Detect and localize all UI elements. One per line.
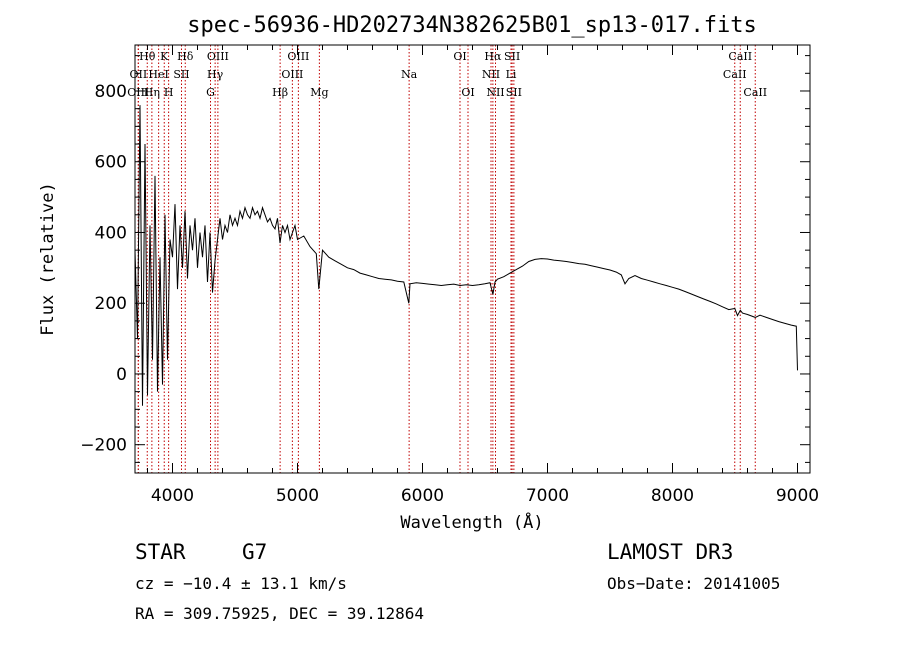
x-tick-label: 5000 bbox=[276, 486, 319, 506]
line-marker-label: OI bbox=[453, 50, 466, 63]
y-tick-label: 600 bbox=[95, 153, 127, 173]
line-marker-label: OIII bbox=[127, 86, 149, 99]
line-marker-label: SII bbox=[506, 86, 522, 99]
line-marker-label: Hα bbox=[484, 50, 502, 63]
line-marker-label: OIII bbox=[281, 68, 303, 81]
y-tick-label: −200 bbox=[80, 436, 127, 456]
survey-name: LAMOST DR3 bbox=[607, 540, 733, 564]
line-marker-label: HeI bbox=[148, 68, 168, 81]
spectral-line-markers bbox=[137, 45, 756, 473]
line-marker-label: CaII bbox=[728, 50, 752, 63]
ra-dec: RA = 309.75925, DEC = 39.12864 bbox=[135, 604, 424, 623]
y-tick-label: 200 bbox=[95, 294, 127, 314]
line-marker-label: SII bbox=[504, 50, 520, 63]
y-tick-label: 800 bbox=[95, 82, 127, 102]
line-marker-label: OI bbox=[461, 86, 474, 99]
obs-date: Obs−Date: 20141005 bbox=[607, 574, 780, 593]
chart-title: spec-56936-HD202734N382625B01_sp13-017.f… bbox=[187, 13, 757, 38]
redshift-cz: cz = −10.4 ± 13.1 km/s bbox=[135, 574, 347, 593]
line-marker-label: SII bbox=[173, 68, 189, 81]
x-axis-label: Wavelength (Å) bbox=[400, 511, 543, 533]
line-marker-label: NII bbox=[486, 86, 504, 99]
line-marker-label: Hγ bbox=[207, 68, 224, 81]
line-marker-label: Li bbox=[506, 68, 517, 81]
line-marker-label: NII bbox=[482, 68, 500, 81]
x-axis-ticks: 4000 5000 6000 7000 8000 9000 bbox=[147, 45, 819, 506]
line-marker-label: OIII bbox=[287, 50, 309, 63]
x-tick-label: 6000 bbox=[401, 486, 444, 506]
line-marker-label: Hβ bbox=[272, 86, 288, 99]
line-marker-label: G bbox=[206, 86, 215, 99]
line-marker-label: OII bbox=[130, 68, 148, 81]
object-subclass: G7 bbox=[242, 540, 267, 564]
line-marker-label: Hδ bbox=[177, 50, 194, 63]
plot-frame bbox=[134, 44, 811, 474]
x-tick-label: 4000 bbox=[151, 486, 194, 506]
x-tick-label: 9000 bbox=[776, 486, 819, 506]
line-marker-label: Hθ bbox=[139, 50, 156, 63]
line-marker-label: CaII bbox=[743, 86, 767, 99]
line-marker-label: OIII bbox=[207, 50, 229, 63]
line-marker-label: K bbox=[160, 50, 169, 63]
x-tick-label: 8000 bbox=[651, 486, 694, 506]
line-marker-label: H bbox=[164, 86, 174, 99]
line-marker-label: Mg bbox=[310, 86, 328, 99]
y-axis-ticks: −200 0 200 400 600 800 bbox=[80, 55, 810, 463]
spectral-line-labels: OIIHθOIIIHηHeIKHSIIHδGOIIIHγHβOIIIOIIIMg… bbox=[127, 50, 767, 99]
y-tick-label: 0 bbox=[116, 365, 127, 385]
x-tick-label: 7000 bbox=[526, 486, 569, 506]
spectrum-line bbox=[134, 105, 798, 406]
line-marker-label: Na bbox=[401, 68, 418, 81]
y-axis-label: Flux (relative) bbox=[38, 182, 58, 336]
object-class: STAR bbox=[135, 540, 186, 564]
y-tick-label: 400 bbox=[95, 223, 127, 243]
line-marker-label: CaII bbox=[723, 68, 747, 81]
line-marker-label: Hη bbox=[144, 86, 160, 99]
